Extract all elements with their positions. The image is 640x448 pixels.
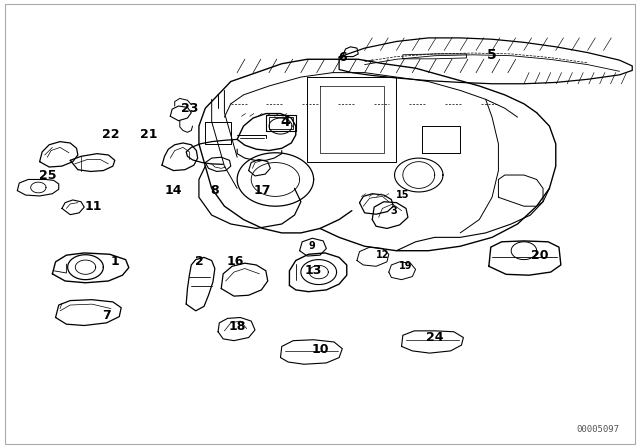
Text: 11: 11 [85,200,102,213]
Text: 3: 3 [390,206,397,215]
Text: 25: 25 [38,168,56,181]
Text: 2: 2 [195,255,204,268]
Text: 16: 16 [227,255,244,268]
Text: 9: 9 [309,241,316,251]
Text: 18: 18 [228,320,246,333]
Text: 00005097: 00005097 [577,425,620,434]
Text: 13: 13 [305,264,323,277]
Text: 24: 24 [426,331,444,344]
Text: 12: 12 [376,250,389,260]
Text: 6: 6 [338,51,347,64]
Text: 20: 20 [531,249,548,262]
Text: 10: 10 [311,343,329,356]
Text: 7: 7 [102,309,111,322]
Text: 4: 4 [280,115,290,129]
Text: 14: 14 [164,184,182,197]
Text: 22: 22 [102,129,120,142]
Text: 17: 17 [254,184,271,197]
Text: 5: 5 [487,48,497,62]
Text: 23: 23 [180,102,198,115]
Text: 15: 15 [396,190,410,200]
Text: 21: 21 [140,129,158,142]
Text: 1: 1 [111,255,119,268]
Text: 8: 8 [211,184,219,197]
Text: 19: 19 [399,261,413,271]
